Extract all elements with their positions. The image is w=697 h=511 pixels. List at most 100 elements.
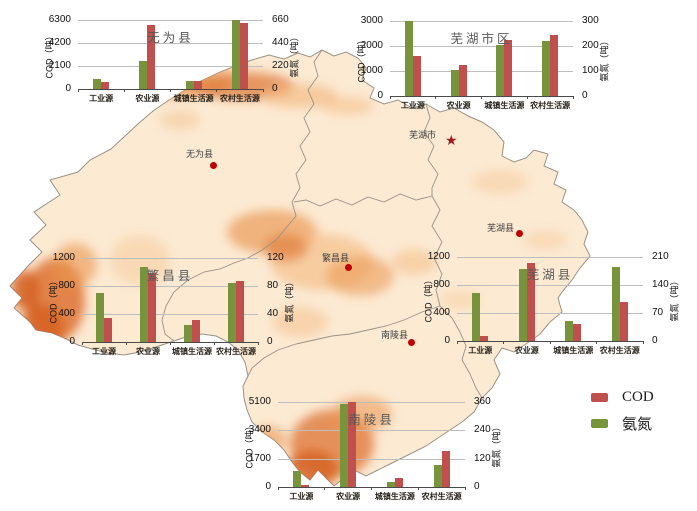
x-category-label: 农业源 [514,346,539,355]
bar-cod [458,64,467,96]
y-tick-right: 100 [582,64,599,76]
bar-cod [348,402,357,487]
bar-nh3n [340,404,349,487]
map-label-芜湖县: 芜湖县 [487,223,515,233]
bar-group-城镇生活源 [482,21,528,96]
y-tick-right: 140 [652,278,669,290]
bar-group-农业源 [504,257,551,341]
boundary-urban-east [423,103,439,196]
plot-area: 3000 2000 1000 0 300 200 100 0 COD（吨） 氨氮（吨） 芜湖市区 工业… [357,15,610,110]
right-axis-title: 氨氮（吨） [599,35,610,82]
bar-nh3n [140,267,148,342]
bar-group-城镇生活源 [170,258,214,342]
x-axis-tick [123,89,125,92]
x-category-label: 城镇生活源 [173,94,214,103]
bars-layer [278,402,465,487]
x-category-row: 工业源 农业源 城镇生活源 农村生活源 [278,491,465,502]
x-category-label: 城镇生活源 [374,492,415,501]
bar-nh3n [96,293,104,342]
x-category-row: 工业源 农业源 城镇生活源 农村生活源 [457,345,643,356]
left-axis-title: COD（吨） [44,31,55,78]
bar-group-农业源 [325,402,372,487]
x-category-label: 工业源 [468,346,493,355]
bar-nh3n [404,21,413,96]
y-tick-left: 2000 [360,39,383,51]
y-tick-right: 120 [267,251,284,263]
y-tick-left: 1200 [52,251,75,263]
y-tick-left: 1200 [427,250,450,262]
x-axis-tick [389,96,391,99]
x-axis-tick [503,341,504,344]
map-label-无为县: 无为县 [186,149,214,159]
county-dot-icon [345,264,352,271]
x-axis-tick [170,89,171,92]
bar-nh3n [386,481,395,487]
x-category-label: 农村生活源 [421,492,462,501]
gridline [278,458,465,460]
chart-title: 芜湖市区 [450,32,513,46]
y-tick-left: 800 [58,279,75,291]
x-category-label: 城镇生活源 [484,101,525,110]
bar-group-农村生活源 [527,21,573,96]
bar-group-城镇生活源 [171,20,217,89]
gridline [82,285,258,287]
bar-cod [619,301,628,341]
bar-nh3n [185,81,194,89]
x-axis-tick [213,342,215,345]
bar-group-工业源 [78,20,124,89]
y-tick-left: 800 [433,278,450,290]
x-category-label: 工业源 [400,101,425,110]
x-axis-tick [125,342,127,345]
y-tick-right: 0 [582,89,588,101]
boundary-urban-south [293,193,433,207]
x-axis-tick [277,487,279,490]
bar-nh3n [496,44,505,96]
bar-nh3n [542,41,551,96]
y-tick-left: 400 [58,307,75,319]
y-tick-left: 0 [444,334,450,346]
y-tick-left: 1700 [248,452,271,464]
nh3n-swatch [591,419,608,428]
terrain-shading [11,60,567,486]
bars-layer [82,258,258,342]
chart-title: 芜湖县 [526,268,574,282]
x-axis-tick [81,342,83,345]
x-category-label: 工业源 [92,347,116,356]
y-tick-right: 360 [474,395,491,407]
bar-nh3n [450,69,459,96]
county-boundaries [161,49,483,399]
bar-cod [193,81,202,89]
left-axis-title: COD（吨） [48,276,59,324]
bar-nh3n [293,470,302,487]
y-tick-right: 120 [474,452,491,464]
plot-area: 1200 800 400 0 210 140 70 0 COD（吨） 氨氮（吨） 芜湖县 工业源 农业源… [424,251,680,355]
gridline [78,66,263,67]
x-category-label: 农村生活源 [530,101,571,110]
gridline [390,21,573,22]
x-axis-tick [435,96,437,99]
x-category-label: 农村生活源 [219,94,260,103]
bar-nh3n [611,267,620,341]
y-tick-right: 0 [474,480,480,492]
bar-nh3n [518,269,527,341]
x-axis-tick [262,89,264,92]
right-axis-title: 氨氮（吨） [491,421,502,468]
bar-group-工业源 [390,21,436,96]
left-axis-title: COD（吨） [356,35,367,82]
bar-nh3n [231,20,240,89]
x-category-label: 农村生活源 [599,346,640,355]
gridline [457,257,643,258]
y-tick-right: 200 [582,39,599,51]
bar-cod [148,273,156,342]
y-tick-left: 2100 [48,59,71,71]
bars-layer [390,21,573,96]
chart-fanchang: 1200 800 400 0 120 80 40 0 COD（吨） 氨氮（吨） 繁昌县 工业源 农业源城… [49,252,295,356]
bar-group-农村生活源 [214,258,258,342]
x-axis-tick [549,341,551,344]
left-axis-title: COD（吨） [423,275,434,323]
x-category-label: 城镇生活源 [553,346,594,355]
y-tick-left: 3400 [248,424,271,436]
gridline [278,430,465,432]
